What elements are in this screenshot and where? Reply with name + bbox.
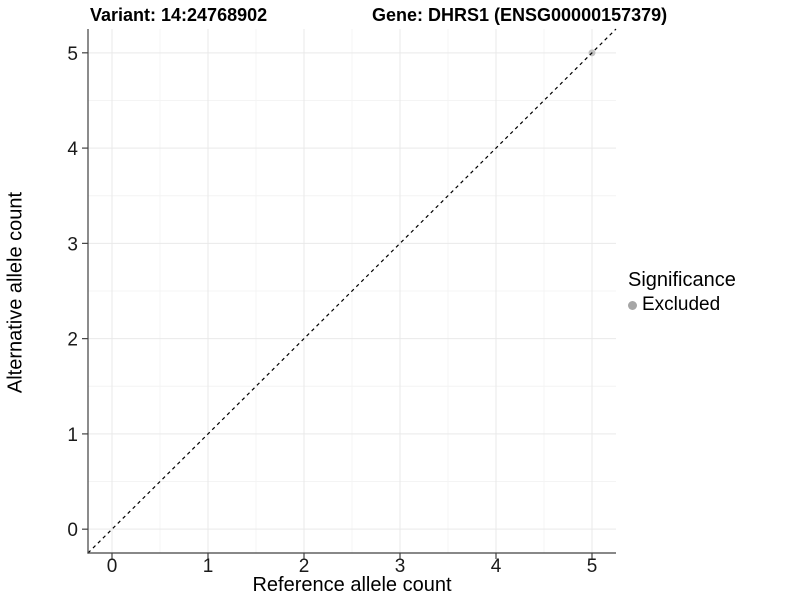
x-tick-label: 2 (299, 556, 310, 577)
legend: Significance Excluded (628, 269, 736, 316)
legend-item-label: Excluded (642, 294, 721, 315)
x-tick-label: 5 (587, 556, 598, 577)
x-tick-label: 4 (491, 556, 502, 577)
x-tick-label: 0 (107, 556, 118, 577)
y-tick-label: 2 (67, 330, 78, 351)
gene-title: Gene: DHRS1 (ENSG00000157379) (372, 5, 668, 25)
x-tick-label: 3 (395, 556, 406, 577)
legend-items: Excluded (628, 294, 736, 316)
identity-line (87, 28, 617, 554)
variant-title: Variant: 14:24768902 (90, 5, 268, 25)
legend-title: Significance (628, 269, 736, 291)
legend-key-dot-icon (628, 300, 637, 310)
y-axis-title: Alternative allele count (4, 191, 27, 394)
y-tick-label: 0 (67, 520, 78, 541)
legend-item: Excluded (628, 294, 736, 316)
x-tick-label: 1 (203, 556, 214, 577)
y-tick-label: 3 (67, 234, 78, 255)
x-axis-title: Reference allele count (252, 574, 452, 596)
y-tick-label: 5 (67, 44, 78, 65)
y-tick-label: 1 (67, 425, 78, 446)
y-tick-label: 4 (67, 139, 78, 160)
